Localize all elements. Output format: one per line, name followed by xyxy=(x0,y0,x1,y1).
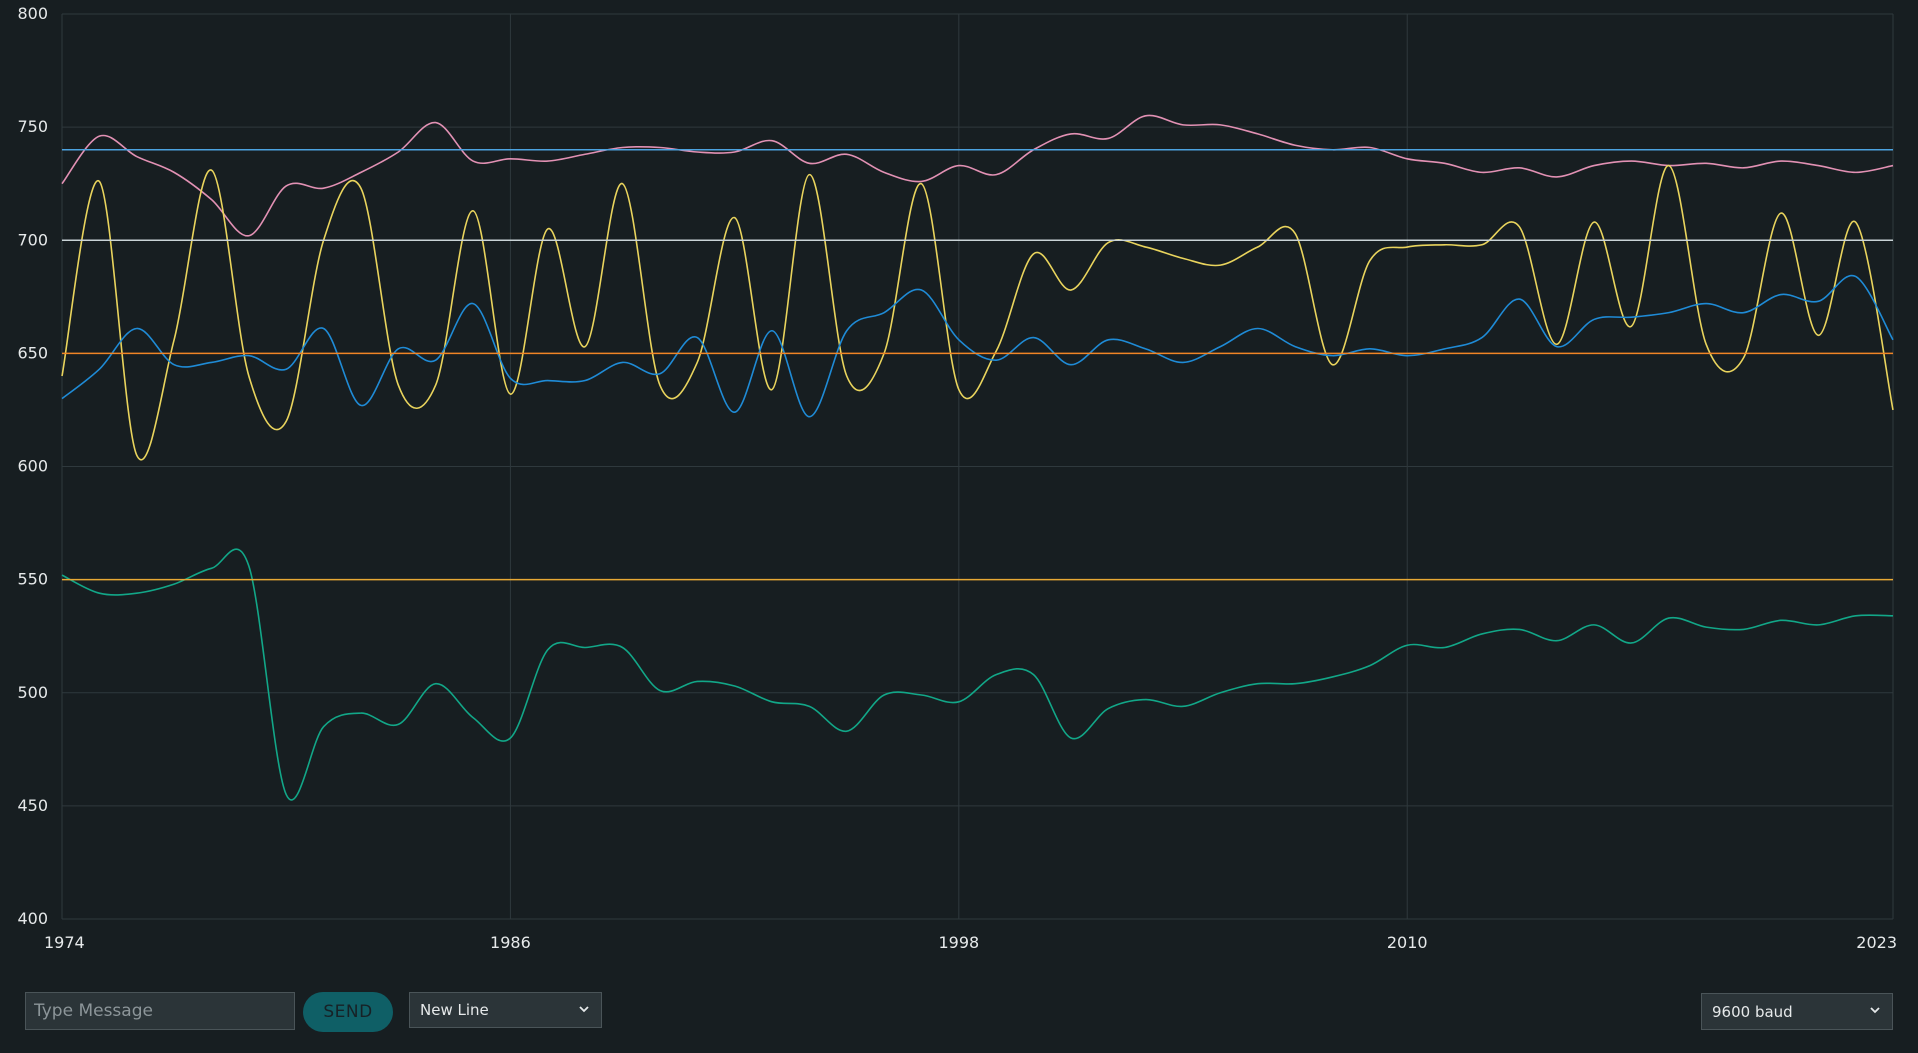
series-line-1 xyxy=(61,114,1894,237)
x-tick-label: 1998 xyxy=(938,933,979,952)
series-line-4 xyxy=(61,548,1894,801)
serial-plotter-chart: 400 450 500 550 600 650 700 750 800 1974 1986 1998… xyxy=(17,4,1897,952)
x-axis: 1974 1986 1998 2010 2023 xyxy=(44,933,1897,952)
y-tick-label: 550 xyxy=(17,570,48,589)
y-tick-label: 700 xyxy=(17,230,48,249)
x-tick-label: 2010 xyxy=(1387,933,1428,952)
y-tick-label: 450 xyxy=(17,796,48,815)
y-tick-label: 500 xyxy=(17,683,48,702)
y-tick-label: 400 xyxy=(17,909,48,928)
y-tick-label: 800 xyxy=(17,4,48,23)
baud-rate-value: 9600 baud xyxy=(1712,1002,1793,1021)
series-line-2 xyxy=(61,164,1894,461)
x-tick-label: 2023 xyxy=(1856,933,1897,952)
y-tick-label: 750 xyxy=(17,117,48,136)
series-line-3 xyxy=(61,274,1894,418)
line-ending-value: New Line xyxy=(420,1001,489,1019)
y-axis: 400 450 500 550 600 650 700 750 800 xyxy=(17,4,48,928)
y-tick-label: 650 xyxy=(17,343,48,362)
send-button[interactable]: SEND xyxy=(303,992,393,1032)
message-input[interactable] xyxy=(25,992,295,1030)
chevron-down-icon xyxy=(1870,1007,1880,1014)
chevron-down-icon xyxy=(579,1006,589,1013)
x-tick-label: 1986 xyxy=(490,933,531,952)
chart-series xyxy=(61,114,1894,801)
y-tick-label: 600 xyxy=(17,457,48,476)
line-ending-select[interactable]: New Line xyxy=(409,992,602,1028)
x-tick-label: 1974 xyxy=(44,933,85,952)
baud-rate-select[interactable]: 9600 baud xyxy=(1701,993,1893,1030)
